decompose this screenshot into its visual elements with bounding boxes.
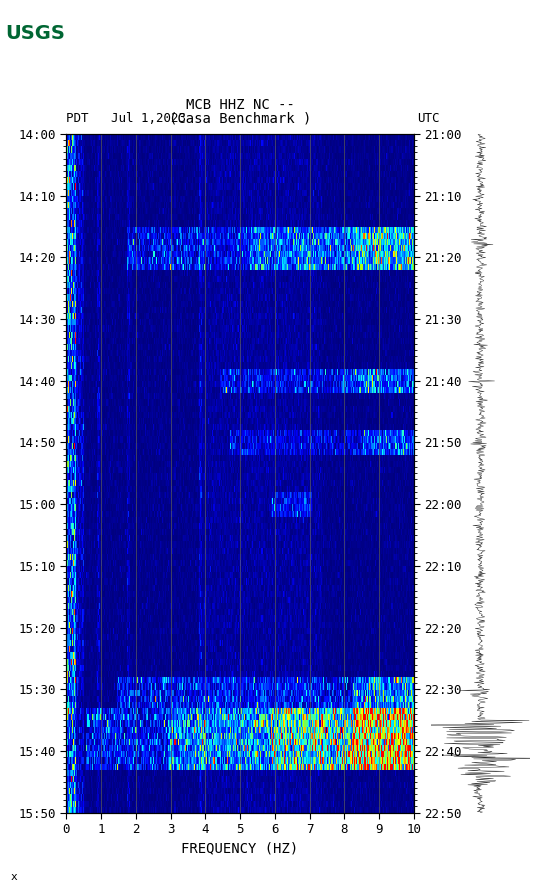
Text: MCB HHZ NC --: MCB HHZ NC --	[185, 97, 295, 112]
Text: (Casa Benchmark ): (Casa Benchmark )	[169, 111, 311, 125]
Text: USGS: USGS	[6, 24, 65, 43]
Text: x: x	[11, 872, 18, 881]
X-axis label: FREQUENCY (HZ): FREQUENCY (HZ)	[182, 841, 299, 855]
Text: PDT   Jul 1,2023: PDT Jul 1,2023	[66, 112, 186, 125]
Text: UTC: UTC	[417, 112, 439, 125]
